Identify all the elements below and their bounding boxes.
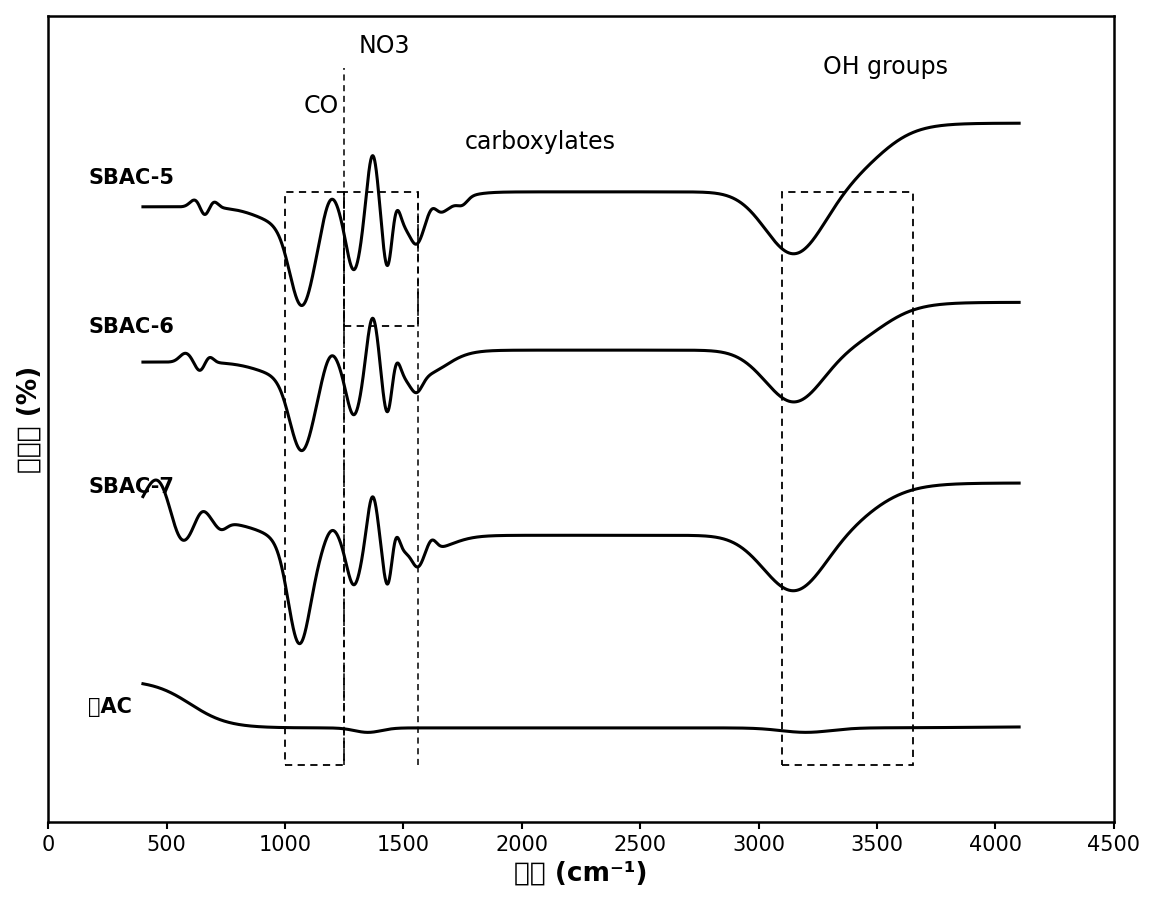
- Text: 新AC: 新AC: [88, 695, 132, 715]
- Text: OH groups: OH groups: [823, 55, 948, 79]
- Y-axis label: 透射比 (%): 透射比 (%): [16, 366, 43, 473]
- Bar: [285, 193, 345, 766]
- Text: SBAC-6: SBAC-6: [88, 317, 175, 336]
- Bar: [345, 193, 418, 327]
- Bar: [782, 193, 913, 766]
- Text: SBAC-7: SBAC-7: [88, 476, 175, 496]
- Text: carboxylates: carboxylates: [465, 130, 616, 154]
- Text: NO3: NO3: [359, 34, 410, 59]
- Text: CO: CO: [304, 94, 339, 118]
- Text: SBAC-5: SBAC-5: [88, 168, 175, 188]
- X-axis label: 波数 (cm⁻¹): 波数 (cm⁻¹): [514, 860, 648, 886]
